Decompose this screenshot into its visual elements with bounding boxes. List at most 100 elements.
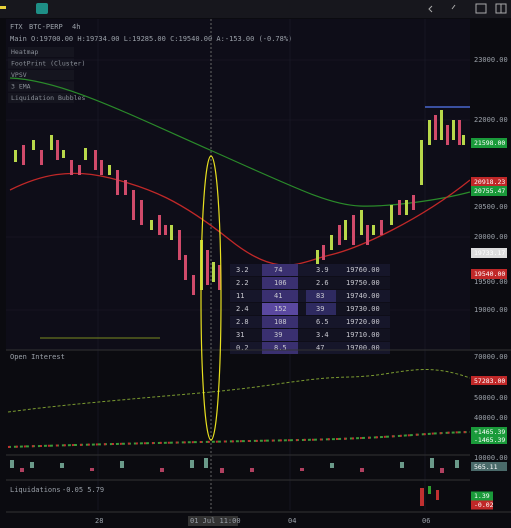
orderbook-cell: 47 (316, 344, 324, 352)
liq-tag (471, 500, 493, 510)
menu-item-bg (8, 81, 74, 92)
time-label: 01 Jul 11:00 (190, 517, 241, 525)
price-label: 20755.47 (474, 187, 505, 195)
orderbook-cell: 31 (236, 331, 244, 339)
orderbook-cell: 152 (274, 305, 287, 313)
camera-button[interactable] (36, 3, 48, 14)
time-cursor-tag (188, 516, 238, 526)
time-label: 04 (288, 517, 296, 525)
orderbook: 3.2 74 3.9 19760.00 2.2 106 2.6 19750.00 11 41 83 1… (230, 264, 390, 354)
orderbook-cell: 19730.00 (346, 305, 380, 313)
orderbook-cell: 106 (274, 279, 287, 287)
liq-tag (471, 491, 493, 501)
menu-item[interactable]: 3 EMA (11, 83, 31, 91)
price-label: 19540.00 (474, 270, 505, 278)
price-label: 20000.00 (474, 233, 508, 241)
volume-tag (471, 462, 507, 471)
orderbook-cell: 3.4 (316, 331, 329, 339)
price-label: 23000.00 (474, 56, 508, 64)
price-axis-labels: 23000.00 22000.00 21598.00 20918.2320755.47… (471, 56, 508, 510)
liquidation-values: -0.05 5.79 (62, 486, 104, 494)
ema-green (9, 77, 471, 207)
oi-label: 70000.00 (474, 353, 508, 361)
orderbook-cell: 6.5 (316, 318, 329, 326)
volume-up (10, 458, 459, 468)
orderbook-cell-bg (262, 329, 298, 341)
oi-label: +1465.39 (474, 428, 505, 436)
legend-label: Main (10, 35, 27, 43)
price-label: 19733.17 (474, 249, 505, 257)
volume-label: 10000.00 (474, 454, 508, 462)
orderbook-cell: 108 (274, 318, 287, 326)
time-label: 28 (95, 517, 103, 525)
orderbook-cell: 2.8 (236, 318, 249, 326)
oi-tag (471, 427, 507, 436)
orderbook-cell: 39 (316, 305, 324, 313)
price-label: 22000.00 (474, 116, 508, 124)
orderbook-cell: 0.2 (236, 344, 249, 352)
symbol[interactable]: BTC-PERP (29, 23, 63, 31)
toolbar (0, 0, 511, 18)
orderbook-cell-bg (262, 342, 298, 354)
liquidation-bars (428, 486, 431, 494)
menu-item-bg (8, 70, 74, 80)
orderbook-cell: 19710.00 (346, 331, 380, 339)
orderbook-cell: 3.2 (236, 266, 249, 274)
orderbook-cell: 2.4 (236, 305, 249, 313)
orderbook-cell-bg (262, 277, 298, 289)
toolbar-icon[interactable] (0, 6, 6, 9)
exchange: FTX (10, 23, 23, 31)
menu-item[interactable]: Heatmap (11, 48, 38, 56)
orderbook-cell: 2.6 (316, 279, 329, 287)
orderbook-cell-bg (262, 316, 298, 328)
orderbook-cell: 2.2 (236, 279, 249, 287)
liq-label: 1.39 (474, 492, 490, 500)
orderbook-cell: 3.9 (316, 266, 329, 274)
oi-tag (471, 435, 507, 444)
price-label: 21598.00 (474, 139, 505, 147)
orderbook-cell: 39 (274, 331, 282, 339)
ema-red (9, 172, 471, 266)
liq-label: -0.02 (474, 501, 494, 509)
menu-item[interactable]: VPSV (11, 71, 27, 79)
orderbook-cell: 74 (274, 266, 282, 274)
price-tag (471, 138, 507, 148)
oi-label: 40000.00 (474, 414, 508, 422)
orderbook-cell: 19720.00 (346, 318, 380, 326)
liquidation-bars (420, 488, 439, 506)
price-label: 20500.00 (474, 203, 508, 211)
ohlc: O:19700.00 H:19734.00 L:19285.00 C:19540… (31, 35, 292, 43)
oi-label: -1465.39 (474, 436, 505, 444)
time-axis: 28 01 Jul 11:00 04 06 (95, 516, 430, 526)
panel-title: Open Interest (10, 353, 65, 361)
orderbook-cell: 11 (236, 292, 244, 300)
orderbook-cell-bg (262, 264, 298, 276)
menu-item-bg (8, 47, 74, 57)
indicator-menu: Heatmap FootPrint (Cluster) VPSV 3 EMA Liqui… (8, 47, 85, 103)
oi-tag (471, 376, 507, 385)
oi-label: 57283.00 (474, 377, 505, 385)
price-tag (471, 269, 507, 279)
orderbook-cell-bg (262, 303, 298, 315)
orderbook-cell: 8.5 (274, 344, 287, 352)
orderbook-cell-bg (306, 303, 336, 315)
highlight-ellipse (200, 155, 222, 441)
price-tag (471, 177, 507, 187)
orderbook-cell: 83 (316, 292, 324, 300)
orderbook-cell-bg (262, 290, 298, 302)
orderbook-cell-bg (306, 290, 336, 302)
menu-item[interactable]: Liquidation Bubbles (11, 94, 85, 102)
orderbook-cell: 19750.00 (346, 279, 380, 287)
price-label: 19000.00 (474, 306, 508, 314)
price-tag (471, 248, 507, 258)
interval[interactable]: 4h (72, 23, 80, 31)
menu-item-bg (8, 93, 74, 103)
menu-item-bg (8, 58, 74, 69)
orderbook-cell: 41 (274, 292, 282, 300)
price-label: 19500.00 (474, 278, 508, 286)
toolbar-icons[interactable] (428, 3, 507, 14)
price-label: 20918.23 (474, 178, 505, 186)
orderbook-cell: 19700.00 (346, 344, 380, 352)
menu-item[interactable]: FootPrint (Cluster) (11, 60, 85, 68)
